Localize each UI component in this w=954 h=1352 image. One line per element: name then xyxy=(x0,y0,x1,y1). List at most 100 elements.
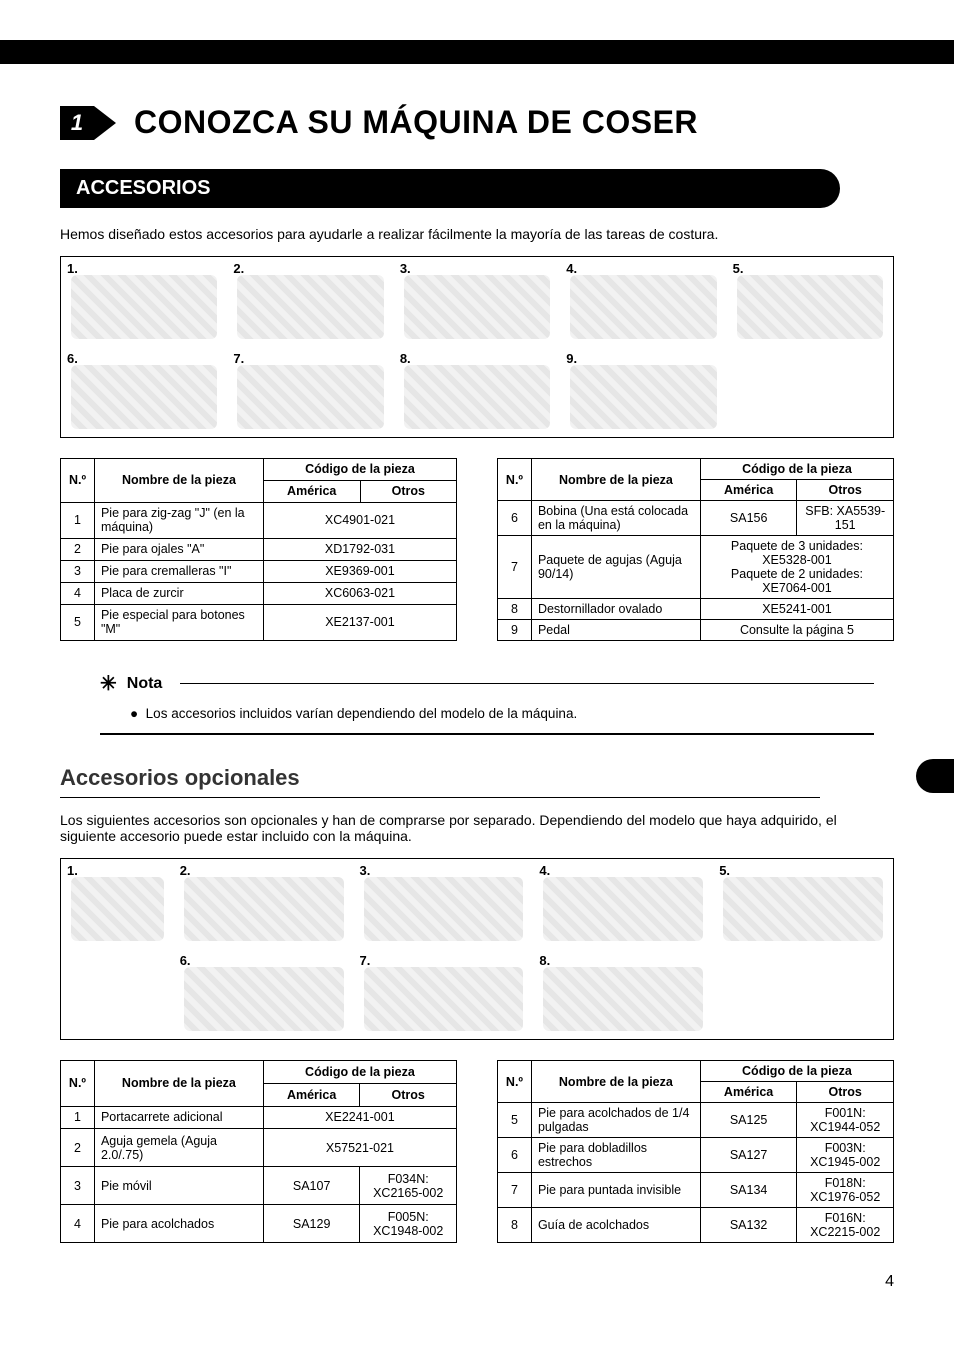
accessory-image-placeholder xyxy=(71,877,164,941)
note-rule xyxy=(180,683,874,684)
cell-name: Pie para acolchados de 1/4 pulgadas xyxy=(531,1103,700,1138)
cell-code-america: SA127 xyxy=(700,1138,797,1173)
table-row: 4Pie para acolchadosSA129F005N: XC1948-0… xyxy=(61,1205,457,1243)
accessory-image-placeholder xyxy=(543,967,703,1031)
cell-num: 5 xyxy=(61,604,95,640)
cell-name: Bobina (Una está colocada en la máquina) xyxy=(531,501,700,536)
grid2-cell-1: 1. xyxy=(61,859,174,949)
cell-num: 3 xyxy=(61,560,95,582)
grid2-label-8: 8. xyxy=(539,953,550,968)
cell-code-america: SA107 xyxy=(263,1167,360,1205)
cell-num: 7 xyxy=(498,1173,532,1208)
table-row: 5Pie especial para botones "M"XE2137-001 xyxy=(61,604,457,640)
table-row: 2Pie para ojales "A"XD1792-031 xyxy=(61,539,457,561)
top-margin xyxy=(0,0,954,40)
grid2-label-7: 7. xyxy=(360,953,371,968)
cell-name: Pie móvil xyxy=(94,1167,263,1205)
table-row: 8Guía de acolchadosSA132F016N: XC2215-00… xyxy=(498,1208,894,1243)
th-code: Código de la pieza xyxy=(263,459,456,481)
accessory-image-placeholder xyxy=(737,275,883,339)
grid1-cell-8: 8. xyxy=(394,347,560,437)
accessory-table-2-left: N.º Nombre de la pieza Código de la piez… xyxy=(60,1060,457,1243)
cell-code: XE2241-001 xyxy=(263,1106,456,1129)
optional-title: Accesorios opcionales xyxy=(60,765,820,798)
th-name: Nombre de la pieza xyxy=(531,1061,700,1103)
cell-num: 4 xyxy=(61,1205,95,1243)
cell-code: XE9369-001 xyxy=(263,560,456,582)
grid2-label-3: 3. xyxy=(360,863,371,878)
grid1-label-9: 9. xyxy=(566,351,577,366)
accessory-image-placeholder xyxy=(570,275,716,339)
table-row: 7Paquete de agujas (Aguja 90/14)Paquete … xyxy=(498,536,894,599)
cell-code: XC6063-021 xyxy=(263,582,456,604)
cell-name: Pie para cremalleras "I" xyxy=(94,560,263,582)
grid2-cell-empty2 xyxy=(713,949,893,1039)
section-title-bar: ACCESORIOS xyxy=(60,169,840,208)
optional-intro: Los siguientes accesorios son opcionales… xyxy=(60,812,894,844)
accessory-image-placeholder xyxy=(404,275,550,339)
cell-name: Portacarrete adicional xyxy=(94,1106,263,1129)
grid2-label-5: 5. xyxy=(719,863,730,878)
accessory-tables-row-2: N.º Nombre de la pieza Código de la piez… xyxy=(60,1060,894,1243)
table-row: 8Destornillador ovaladoXE5241-001 xyxy=(498,599,894,620)
accessory-grid-1: 1. 2. 3. 4. 5. 6. 7. 8. 9. xyxy=(60,256,894,438)
table-row: 9PedalConsulte la página 5 xyxy=(498,620,894,641)
grid2-label-6: 6. xyxy=(180,953,191,968)
grid1-label-6: 6. xyxy=(67,351,78,366)
accessory-image-placeholder xyxy=(237,275,383,339)
cell-name: Pie para ojales "A" xyxy=(94,539,263,561)
grid2-cell-5: 5. xyxy=(713,859,893,949)
cell-num: 6 xyxy=(498,1138,532,1173)
cell-code: XE2137-001 xyxy=(263,604,456,640)
th-america: América xyxy=(263,480,360,502)
th-america: América xyxy=(263,1083,360,1106)
cell-num: 9 xyxy=(498,620,532,641)
th-name: Nombre de la pieza xyxy=(94,459,263,503)
accessory-tables-row-1: N.º Nombre de la pieza Código de la piez… xyxy=(60,458,894,641)
cell-code-america: SA156 xyxy=(700,501,797,536)
cell-name: Aguja gemela (Aguja 2.0/.75) xyxy=(94,1129,263,1167)
th-num: N.º xyxy=(61,459,95,503)
subsection-side-tab xyxy=(916,759,954,793)
th-name: Nombre de la pieza xyxy=(94,1061,263,1107)
note-body: ● Los accesorios incluidos varían depend… xyxy=(130,706,874,721)
grid2-label-2: 2. xyxy=(180,863,191,878)
grid2-cell-2: 2. xyxy=(174,859,354,949)
accessory-image-placeholder xyxy=(723,877,883,941)
th-others: Otros xyxy=(360,1083,457,1106)
grid2-cell-7: 7. xyxy=(354,949,534,1039)
accessory-image-placeholder xyxy=(237,365,383,429)
grid1-label-5: 5. xyxy=(733,261,744,276)
cell-num: 2 xyxy=(61,539,95,561)
page-content: 1 1 CONOZCA SU MÁQUINA DE COSER ACCESORI… xyxy=(0,104,954,1331)
cell-code-america: SA129 xyxy=(263,1205,360,1243)
grid2-cell-empty xyxy=(61,949,174,1039)
grid1-label-2: 2. xyxy=(233,261,244,276)
grid1-cell-7: 7. xyxy=(227,347,393,437)
cell-code: XE5241-001 xyxy=(700,599,893,620)
cell-code-others: F034N: XC2165-002 xyxy=(360,1167,457,1205)
cell-num: 2 xyxy=(61,1129,95,1167)
th-code: Código de la pieza xyxy=(700,459,893,480)
grid1-label-1: 1. xyxy=(67,261,78,276)
cell-code-america: SA125 xyxy=(700,1103,797,1138)
cell-code-others: F001N: XC1944-052 xyxy=(797,1103,894,1138)
chapter-marker: 1 xyxy=(60,106,116,140)
th-name: Nombre de la pieza xyxy=(531,459,700,501)
grid1-label-3: 3. xyxy=(400,261,411,276)
th-num: N.º xyxy=(498,1061,532,1103)
cell-code: Consulte la página 5 xyxy=(700,620,893,641)
th-num: N.º xyxy=(61,1061,95,1107)
table-row: 1Portacarrete adicionalXE2241-001 xyxy=(61,1106,457,1129)
cell-code: XD1792-031 xyxy=(263,539,456,561)
cell-code: XC4901-021 xyxy=(263,502,456,538)
cell-num: 3 xyxy=(61,1167,95,1205)
table-row: 1Pie para zig-zag "J" (en la máquina)XC4… xyxy=(61,502,457,538)
grid1-cell-5: 5. xyxy=(727,257,893,347)
cell-code: Paquete de 3 unidades: XE5328-001 Paquet… xyxy=(700,536,893,599)
note-bullet: ● xyxy=(130,706,138,721)
table-row: 6Pie para dobladillos estrechosSA127F003… xyxy=(498,1138,894,1173)
cell-name: Guía de acolchados xyxy=(531,1208,700,1243)
cell-name: Pie especial para botones "M" xyxy=(94,604,263,640)
cell-name: Pie para dobladillos estrechos xyxy=(531,1138,700,1173)
